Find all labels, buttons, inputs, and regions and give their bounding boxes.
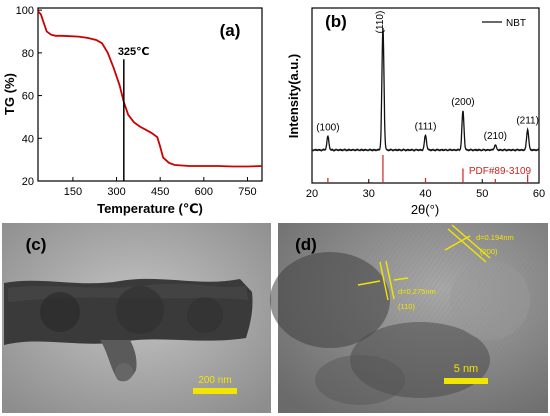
plane-label-200: (200) — [480, 247, 498, 256]
x-tick-label: 60 — [533, 188, 545, 200]
d-spacing-label-200: d=0.194nm — [476, 233, 514, 242]
scale-bar-d — [444, 378, 488, 384]
y-tick-label: 60 — [22, 91, 34, 103]
y-tick-label: 20 — [22, 176, 34, 188]
panel-a-xlabel: Temperature (℃) — [97, 201, 203, 216]
nanorod — [4, 278, 253, 382]
peak-labels: (100) (110) (111) (200) (210) (211) — [316, 11, 539, 142]
panel-d-label: (d) — [295, 235, 317, 254]
panel-a-ticks — [38, 9, 248, 182]
reference-label: PDF#89-3109 — [469, 166, 532, 177]
panel-b-ylabel: Intensity(a.u.) — [286, 54, 301, 139]
scale-label-d: 5 nm — [454, 363, 478, 375]
x-tick-label: 750 — [238, 186, 256, 198]
x-tick-label: 20 — [306, 188, 318, 200]
panel-d-hrtem-image: d=0.194nm (200) d=0.275nm (110) 5 nm (d) — [270, 223, 548, 413]
y-tick-label: 100 — [16, 5, 34, 17]
panel-c-label: (c) — [26, 235, 47, 254]
lattice-marker-200 — [444, 224, 491, 263]
d-spacing-label-110: d=0.275nm — [398, 287, 436, 296]
x-tick-label: 600 — [195, 186, 213, 198]
y-tick-label: 80 — [22, 48, 34, 60]
tg-annotation-label: 325℃ — [118, 46, 150, 58]
x-tick-label: 50 — [476, 188, 488, 200]
legend-entry: NBT — [506, 18, 526, 29]
panel-a-tg-chart: 150 300 450 600 750 20 40 60 80 100 325℃ (a) Temp… — [2, 5, 263, 216]
peak-label: (100) — [316, 123, 339, 134]
peak-label: (110) — [375, 11, 386, 34]
peak-label: (211) — [516, 115, 539, 126]
panel-b-tick-labels: 20 30 40 50 60 — [306, 188, 545, 200]
tg-curve — [37, 10, 263, 168]
xrd-curve — [311, 27, 540, 152]
x-tick-label: 450 — [151, 186, 169, 198]
plane-label-110: (110) — [398, 302, 415, 311]
panel-b-xlabel: 2θ(°) — [411, 202, 439, 217]
x-tick-label: 300 — [107, 186, 125, 198]
panel-a-tick-labels: 150 300 450 600 750 20 40 60 80 100 — [16, 5, 257, 198]
x-tick-label: 30 — [363, 188, 375, 200]
y-tick-label: 40 — [22, 133, 34, 145]
panel-a-ylabel: TG (%) — [2, 73, 17, 115]
panel-b-label: (b) — [325, 12, 347, 31]
scale-label-c: 200 nm — [198, 375, 231, 386]
peak-label: (200) — [451, 97, 474, 108]
panel-c-tem-image: 200 nm (c) — [2, 223, 271, 413]
panel-b-xrd-chart: 20 30 40 50 60 (100) (110) (111) (200) (210) (211… — [286, 7, 545, 217]
reference-lines — [327, 155, 529, 183]
panel-a-plot-frame — [37, 7, 263, 182]
peak-label: (111) — [415, 121, 437, 132]
panel-a-label: (a) — [220, 21, 241, 40]
scale-bar-c — [193, 388, 237, 394]
lattice-marker-110 — [357, 260, 409, 301]
x-tick-label: 40 — [419, 188, 431, 200]
peak-label: (210) — [484, 131, 507, 142]
panel-b-plot-frame — [311, 7, 540, 184]
x-tick-label: 150 — [64, 186, 82, 198]
